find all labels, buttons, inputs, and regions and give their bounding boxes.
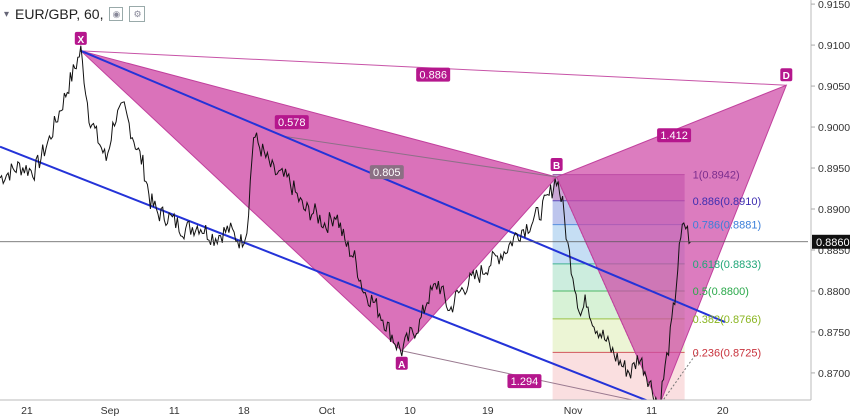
x-tick-label: 10 bbox=[404, 405, 416, 417]
upper-channel-line bbox=[80, 49, 726, 324]
y-tick-label: 0.9150 bbox=[818, 0, 850, 11]
ratio-label-bg bbox=[416, 67, 451, 82]
fib-label: 1(0.8942) bbox=[693, 170, 740, 182]
fib-label: 0.5(0.8800) bbox=[693, 286, 749, 298]
point-label-bg bbox=[780, 68, 793, 82]
dropdown-arrow-icon[interactable]: ▾ bbox=[4, 8, 10, 20]
fib-label: 0.618(0.8833) bbox=[693, 259, 762, 271]
ab-ratio-line bbox=[281, 135, 557, 178]
point-label-d: D bbox=[783, 71, 790, 82]
eye-icon[interactable]: ◉ bbox=[109, 7, 124, 21]
fib-label: 0.236(0.8725) bbox=[693, 347, 762, 359]
y-tick-label: 0.8950 bbox=[818, 163, 850, 175]
x-tick-label: 11 bbox=[646, 405, 657, 417]
fib-label: 0.382(0.8766) bbox=[693, 314, 762, 326]
y-tick-label: 0.8700 bbox=[818, 368, 850, 380]
x-tick-label: Nov bbox=[564, 405, 583, 417]
settings-icon[interactable]: ⚙ bbox=[129, 6, 146, 22]
current-price-tag: 0.8860 bbox=[816, 237, 850, 249]
current-price-tag-bg bbox=[812, 234, 850, 249]
x-tick-label: 21 bbox=[21, 405, 33, 417]
symbol-header: ▾ EUR/GBP, 60, ◉ ⚙ bbox=[4, 6, 146, 22]
y-tick-label: 0.9000 bbox=[818, 122, 850, 134]
fib-label: 0.786(0.8881) bbox=[693, 220, 762, 232]
x-tick-label: 19 bbox=[482, 405, 494, 417]
ratio-label: 1.412 bbox=[660, 130, 688, 142]
point-label-b: B bbox=[553, 161, 560, 172]
y-tick-label: 0.8900 bbox=[818, 204, 850, 216]
x-tick-label: Sep bbox=[101, 405, 120, 417]
ratio-label: 0.578 bbox=[278, 117, 306, 129]
y-tick-label: 0.8750 bbox=[818, 327, 850, 339]
fib-label: 0.886(0.8910) bbox=[693, 196, 762, 208]
y-tick-label: 0.9100 bbox=[818, 40, 850, 52]
fib-extension-line bbox=[662, 352, 698, 400]
plot-area: 1(0.8942) 0.886(0.8910) 0.786(0.8881) 0.618… bbox=[0, 31, 808, 400]
ratio-label-bg bbox=[507, 374, 542, 389]
ratio-label-bg bbox=[657, 128, 692, 143]
x-tick-label: 18 bbox=[238, 405, 250, 417]
point-label-bg bbox=[395, 356, 408, 370]
price-line bbox=[0, 45, 691, 400]
y-tick-label: 0.9050 bbox=[818, 81, 850, 93]
xab-triangle bbox=[80, 50, 558, 352]
point-label-a: A bbox=[398, 360, 405, 371]
symbol-label: EUR/GBP, 60, bbox=[15, 6, 104, 22]
point-label-bg bbox=[550, 158, 563, 172]
x-tick-label: 20 bbox=[717, 405, 729, 417]
point-label-bg bbox=[74, 31, 87, 45]
x-tick-label: Oct bbox=[319, 405, 335, 417]
ratio-label-bg bbox=[369, 165, 404, 180]
y-tick-label: 0.8800 bbox=[818, 286, 850, 298]
ratio-label: 0.886 bbox=[419, 70, 447, 82]
ratio-label: 1.294 bbox=[511, 376, 539, 388]
ratio-label-bg bbox=[274, 115, 309, 130]
x-tick-label: 11 bbox=[169, 405, 180, 417]
lower-channel-line bbox=[0, 145, 649, 400]
point-label-x: X bbox=[77, 35, 84, 46]
ratio-label: 0.805 bbox=[373, 167, 401, 179]
